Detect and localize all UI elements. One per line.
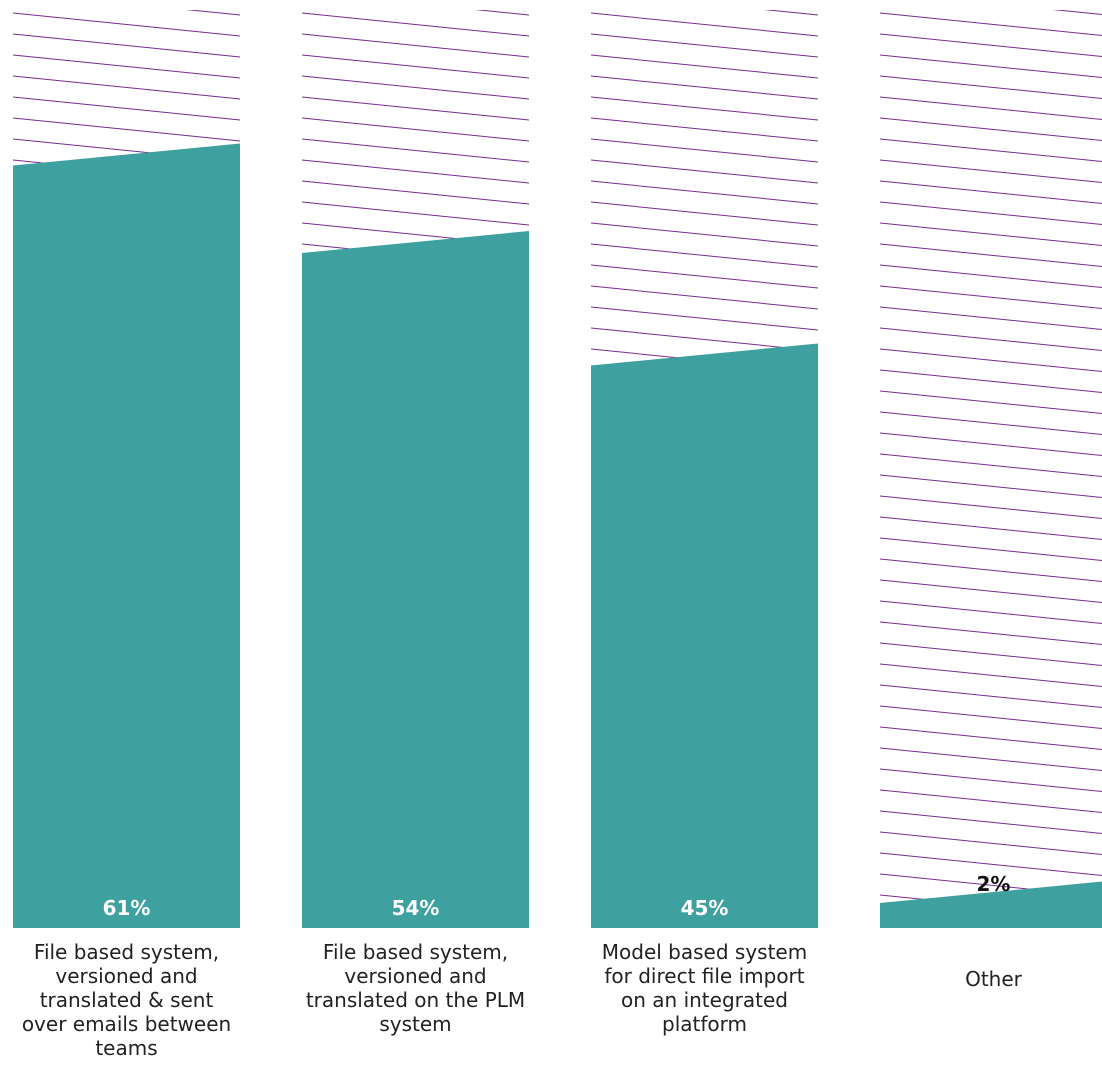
value-label: 2% — [977, 872, 1011, 896]
category-label: Other — [965, 967, 1022, 991]
hatch-background — [880, 10, 1102, 928]
value-label: 61% — [103, 896, 151, 920]
value-label: 54% — [392, 896, 440, 920]
bar — [591, 343, 818, 928]
category-label: File based system, versioned and transla… — [305, 940, 526, 1036]
bar — [880, 881, 1102, 928]
category-label: Model based system for direct file impor… — [601, 940, 808, 1036]
value-label: 45% — [681, 896, 729, 920]
bar — [13, 143, 240, 928]
bar — [302, 231, 529, 928]
category-label: File based system, versioned and transla… — [21, 940, 232, 1060]
